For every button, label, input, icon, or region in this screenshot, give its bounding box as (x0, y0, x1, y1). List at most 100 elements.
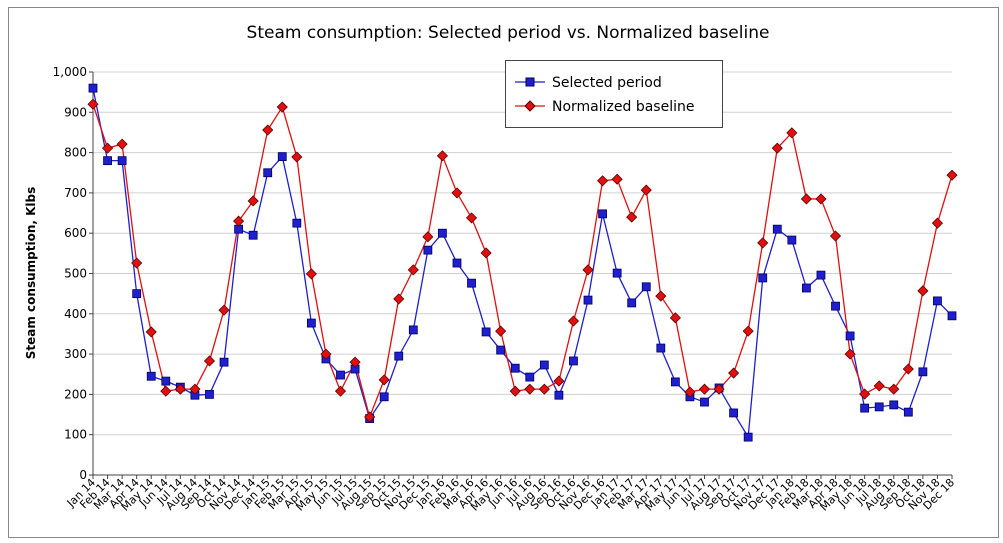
marker (655, 290, 667, 302)
marker (931, 217, 944, 229)
marker (947, 311, 957, 321)
y-tick-label: 400 (64, 307, 87, 321)
marker (612, 268, 622, 278)
marker (758, 273, 768, 283)
marker (902, 363, 914, 375)
marker (582, 264, 594, 276)
chart-title: Steam consumption: Selected period vs. N… (247, 23, 770, 43)
marker (742, 325, 754, 337)
marker (87, 98, 99, 110)
marker (364, 411, 376, 423)
marker (539, 360, 549, 370)
marker (189, 383, 201, 395)
marker (131, 257, 143, 269)
marker (845, 331, 855, 341)
y-axis-label: Steam consumption, Klbs (24, 187, 38, 360)
marker (787, 235, 797, 245)
legend-marker (525, 77, 535, 87)
marker (627, 298, 637, 308)
marker (889, 400, 899, 410)
y-tick-label: 100 (64, 428, 87, 442)
marker (408, 325, 418, 335)
marker (859, 388, 871, 400)
marker (786, 127, 798, 139)
marker (656, 343, 666, 353)
marker (525, 372, 535, 382)
y-tick-label: 1,000 (53, 65, 87, 79)
marker (378, 374, 390, 386)
y-tick-label: 500 (64, 267, 87, 281)
marker (247, 195, 259, 207)
marker (233, 215, 245, 227)
marker (452, 258, 462, 268)
marker (306, 318, 316, 328)
marker (538, 383, 550, 395)
marker (132, 289, 142, 299)
marker (757, 237, 769, 249)
marker (510, 363, 520, 373)
marker (349, 356, 361, 368)
marker (334, 385, 347, 397)
marker (815, 193, 827, 205)
legend-marker (524, 100, 536, 112)
marker (218, 304, 230, 316)
marker (831, 301, 840, 311)
marker (728, 367, 740, 379)
y-tick-label: 700 (64, 186, 87, 200)
marker (802, 283, 811, 293)
marker (465, 212, 478, 224)
marker (903, 407, 913, 417)
marker (219, 357, 229, 367)
marker (423, 245, 433, 255)
marker (174, 383, 186, 395)
marker (146, 371, 156, 381)
marker (800, 193, 812, 205)
marker (641, 282, 651, 292)
marker (772, 224, 782, 234)
marker (917, 285, 929, 297)
marker (816, 270, 826, 280)
marker (553, 375, 565, 387)
marker (145, 326, 157, 338)
marker (262, 124, 274, 136)
marker (495, 325, 507, 337)
marker (771, 142, 783, 154)
y-tick-label: 0 (79, 468, 87, 482)
marker (509, 385, 521, 397)
marker (320, 348, 332, 360)
marker (205, 389, 214, 399)
marker (844, 348, 856, 360)
marker (713, 383, 725, 395)
legend-label: Normalized baseline (552, 99, 694, 115)
marker (393, 293, 405, 305)
marker (873, 380, 885, 392)
legend: Selected period Normalized baseline (505, 60, 723, 128)
marker (669, 312, 681, 324)
marker (438, 228, 447, 238)
marker (640, 184, 652, 196)
marker (626, 211, 638, 223)
marker (263, 168, 273, 178)
chart-frame (8, 7, 999, 538)
marker (684, 386, 696, 398)
marker (888, 383, 900, 395)
marker (291, 151, 303, 163)
legend-label: Selected period (552, 75, 662, 91)
marker (436, 150, 448, 162)
marker (829, 230, 842, 242)
marker (874, 402, 884, 412)
marker (480, 247, 492, 259)
marker (161, 376, 171, 386)
y-tick-label: 300 (64, 347, 87, 361)
marker (336, 370, 345, 380)
marker (394, 351, 404, 361)
marker (481, 327, 491, 337)
marker (567, 315, 580, 327)
marker (292, 218, 302, 228)
marker (407, 264, 419, 276)
marker (569, 356, 578, 366)
marker (611, 173, 623, 185)
marker (422, 231, 434, 243)
marker (116, 138, 128, 150)
